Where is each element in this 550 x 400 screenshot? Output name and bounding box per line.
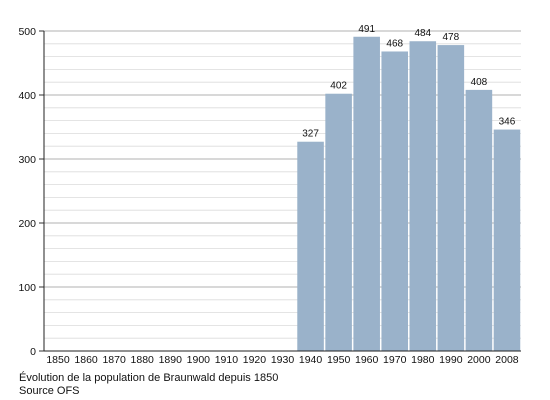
x-tick-label: 1880 [131, 354, 155, 366]
bar-2000 [465, 89, 493, 351]
data-label-1960: 491 [358, 24, 375, 35]
y-tick-label: 200 [18, 218, 36, 230]
y-tick-label: 0 [30, 346, 36, 358]
y-tick-label: 100 [18, 282, 36, 294]
bar-1980 [409, 41, 437, 352]
y-tick-label: 300 [18, 154, 36, 166]
data-label-1970: 468 [386, 38, 403, 49]
x-tick-label: 1990 [439, 354, 463, 366]
x-tick-label: 1950 [327, 354, 351, 366]
data-label-1950: 402 [330, 81, 347, 92]
data-label-2008: 346 [499, 117, 516, 128]
x-tick-label: 1890 [159, 354, 183, 366]
x-tick-label: 2008 [495, 354, 519, 366]
bar-2008 [493, 129, 521, 351]
data-label-1990: 478 [443, 32, 460, 43]
data-label-1940: 327 [302, 129, 319, 140]
y-tick-label: 400 [18, 90, 36, 102]
x-tick-label: 1930 [271, 354, 295, 366]
x-tick-label: 1980 [411, 354, 435, 366]
x-tick-label: 2000 [467, 354, 491, 366]
x-tick-label: 1870 [102, 354, 126, 366]
bar-1950 [325, 93, 352, 351]
axes [39, 30, 521, 352]
x-tick-label: 1940 [299, 354, 323, 366]
x-tick-label: 1960 [355, 354, 379, 366]
data-label-2000: 408 [471, 77, 488, 88]
bar-1970 [381, 51, 409, 351]
bar-1940 [297, 141, 324, 351]
y-tick-label: 500 [18, 26, 36, 38]
chart-caption-source: Source OFS [19, 385, 80, 397]
x-tick-label: 1850 [46, 354, 70, 366]
bars [297, 36, 521, 352]
labels: 0 100 200 300 400 500 1850 1860 1870 1880 1890 1900… [18, 24, 518, 366]
chart-caption-title: Évolution de la population de Braunwald … [19, 372, 279, 384]
x-tick-label: 1920 [243, 354, 267, 366]
x-tick-label: 1900 [187, 354, 211, 366]
bar-1960 [353, 36, 380, 351]
x-tick-label: 1860 [74, 354, 98, 366]
x-tick-label: 1910 [215, 354, 239, 366]
data-label-1980: 484 [414, 28, 431, 39]
x-tick-label: 1970 [383, 354, 407, 366]
bar-1990 [437, 45, 465, 351]
